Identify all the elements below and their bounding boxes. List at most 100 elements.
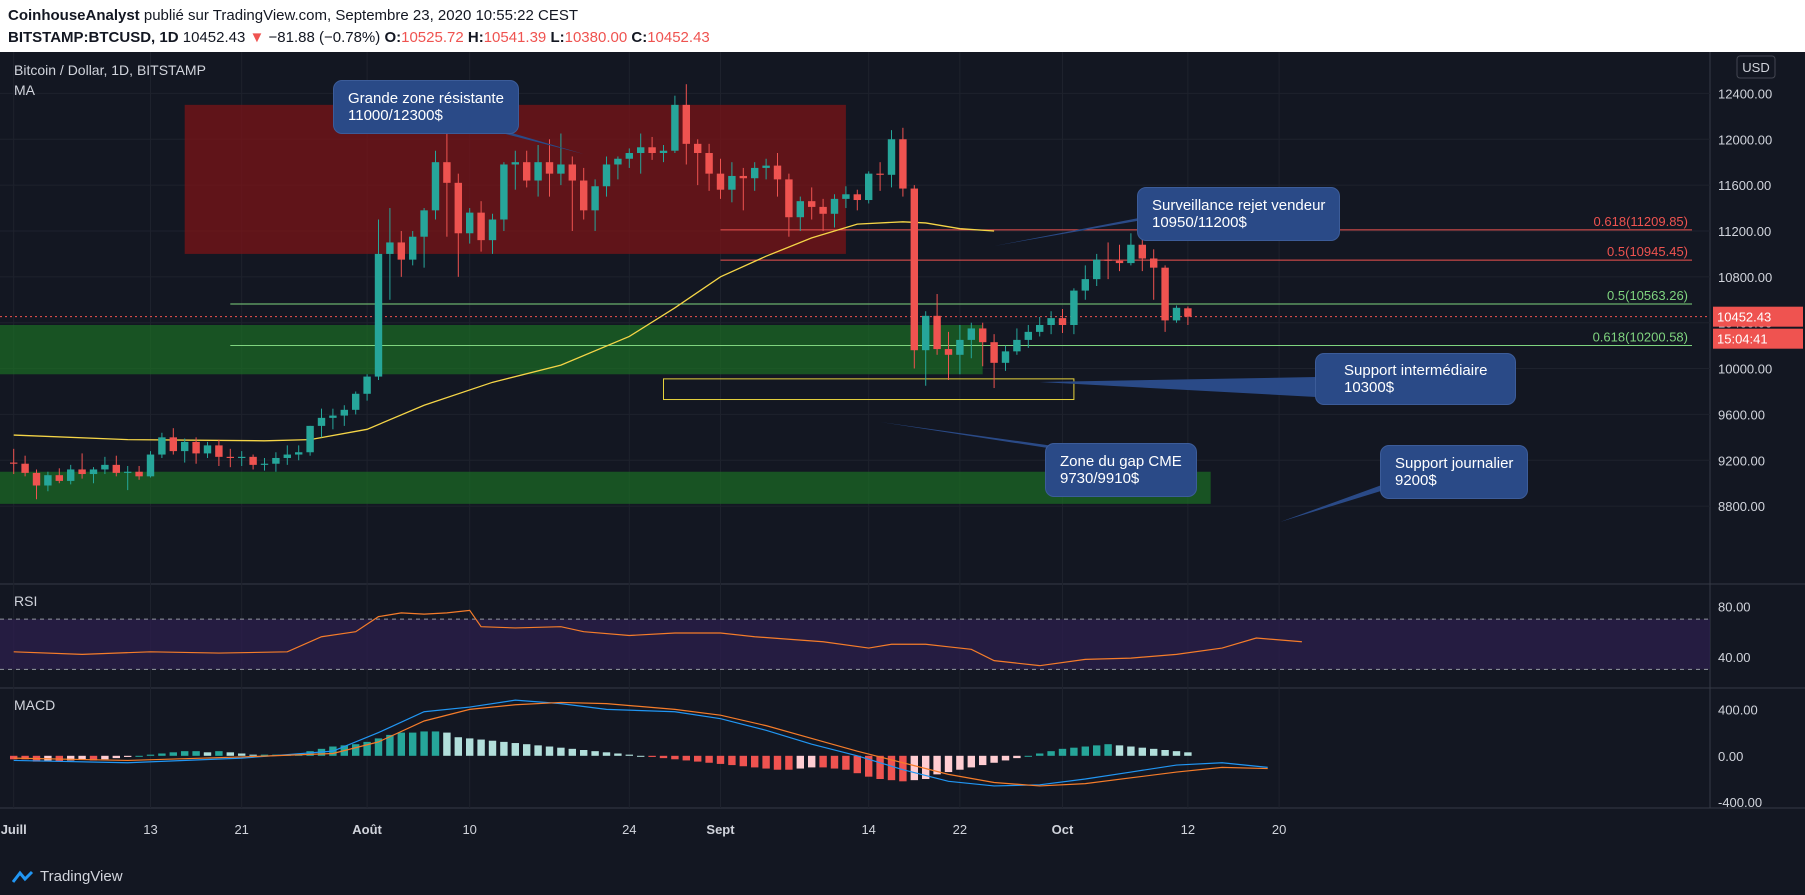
candle-body [9, 462, 18, 464]
macd-histogram-bar [534, 745, 542, 756]
currency-label: USD [1742, 60, 1769, 75]
macd-histogram-bar [522, 744, 531, 756]
macd-tick-label: -400.00 [1718, 795, 1762, 810]
macd-histogram-bar [454, 737, 463, 756]
candle-body [1035, 324, 1044, 332]
macd-signal-line [13, 701, 1268, 787]
macd-histogram-bar [249, 754, 257, 756]
price-tick-label: 11200.00 [1718, 224, 1771, 239]
support-jour-pointer [1280, 482, 1410, 522]
macd-histogram-bar [933, 755, 941, 775]
macd-histogram-bar [21, 755, 29, 760]
macd-histogram-bar [864, 755, 873, 777]
date-tick-label: 24 [622, 822, 636, 837]
macd-histogram-bar [260, 754, 269, 756]
macd-histogram-bar [215, 751, 223, 756]
macd-histogram-bar [659, 755, 668, 759]
candle-body [477, 212, 485, 241]
published-info: publié sur TradingView.com, Septembre 23… [143, 7, 579, 24]
candle-body [260, 463, 269, 465]
candle-body [591, 186, 599, 211]
macd-histogram-bar [682, 755, 691, 761]
countdown-tag-label: 15:04:41 [1717, 332, 1768, 347]
candle-body [887, 139, 896, 175]
macd-histogram-bar [1172, 751, 1181, 756]
candle-body [158, 437, 166, 455]
macd-histogram-bar [773, 755, 782, 770]
date-tick-label: 22 [953, 822, 967, 837]
callout-support-jour-value: 9200$ [1395, 472, 1437, 489]
candle-body [192, 441, 200, 454]
chart-area[interactable]: Juill 13 21 Août 10 24 Sept 14 22 Oct 12 20 12400.00… [0, 52, 1805, 858]
macd-histogram-bar [397, 732, 406, 756]
price-tick-label: 8800.00 [1718, 499, 1765, 514]
callout-rejet-title: Surveillance rejet vendeur [1152, 197, 1326, 214]
candle-body [545, 162, 554, 174]
candle-body [876, 173, 884, 175]
countdown-tag [1713, 328, 1803, 349]
callout-resistance: Grande zone résistante 11000/12300$ [333, 80, 519, 134]
macd-histogram-bar [420, 731, 428, 756]
footer-bar: TradingView [0, 858, 1805, 895]
macd-histogram-bar [78, 755, 86, 760]
ma-indicator-label: MA [14, 82, 36, 98]
last-price-tag [1713, 306, 1803, 327]
candle-body [967, 328, 976, 340]
macd-histogram-bar [351, 744, 360, 756]
callout-support-inter-title: Support intermédiaire [1344, 362, 1488, 379]
rsi-tick-label: 80.00 [1718, 600, 1751, 615]
macd-histogram-bar [1092, 745, 1101, 756]
candle-body [899, 139, 907, 189]
price-tick-label: 10800.00 [1718, 270, 1772, 285]
macd-histogram-bar [648, 755, 656, 757]
macd-histogram-bar [705, 755, 713, 763]
macd-histogram-bar [956, 755, 964, 770]
callout-support-jour-title: Support journalier [1395, 455, 1514, 472]
candle-body [1001, 351, 1010, 363]
macd-histogram-bar [796, 755, 805, 769]
candle-body [716, 173, 725, 190]
macd-histogram-bar [614, 753, 622, 756]
macd-histogram-bar [887, 755, 896, 781]
candle-body [283, 454, 292, 458]
candle-body [864, 173, 873, 201]
macd-histogram-bar [226, 752, 235, 756]
macd-histogram-bar [830, 755, 839, 769]
macd-histogram-bar [1001, 755, 1010, 761]
macd-histogram-bar [1115, 745, 1124, 756]
macd-histogram-bar [1035, 753, 1044, 756]
callout-gap-cme: Zone du gap CME 9730/9910$ [1045, 443, 1197, 497]
macd-histogram-bar [602, 752, 611, 756]
candle-body [648, 147, 656, 154]
macd-histogram-bar [431, 731, 440, 756]
callout-support-inter: Support intermédiaire 10300$ [1315, 353, 1517, 405]
open-label: O: [384, 29, 402, 46]
macd-histogram-bar [9, 755, 18, 760]
candle-body [21, 463, 29, 473]
date-tick-label: 14 [861, 822, 875, 837]
macd-line [13, 699, 1268, 787]
author-name[interactable]: CoinhouseAnalyst [8, 7, 140, 24]
candle-body [762, 165, 770, 168]
candle-body [226, 456, 235, 458]
candle-body [363, 376, 371, 394]
macd-histogram-bar [750, 755, 759, 768]
candle-body [557, 164, 565, 174]
tradingview-logo[interactable]: TradingView [12, 868, 123, 885]
macd-histogram-bar [511, 743, 520, 756]
rsi-label: RSI [14, 593, 37, 609]
candle-body [180, 441, 189, 452]
macd-histogram-bar [557, 747, 565, 756]
high-label: H: [467, 29, 484, 46]
symbol-label[interactable]: BITSTAMP:BTCUSD, 1D [8, 29, 179, 46]
candle-body [1149, 258, 1158, 268]
candle-body [956, 339, 964, 355]
candle-body [66, 469, 75, 481]
header-bar: CoinhouseAnalyst publié sur TradingView.… [0, 0, 1805, 52]
candle-body [135, 471, 143, 477]
macd-histogram-bar [112, 755, 121, 759]
date-tick-label: Oct [1052, 822, 1074, 837]
candle-body [351, 393, 360, 410]
candle-body [317, 417, 326, 426]
date-tick-label: Sept [706, 822, 735, 837]
